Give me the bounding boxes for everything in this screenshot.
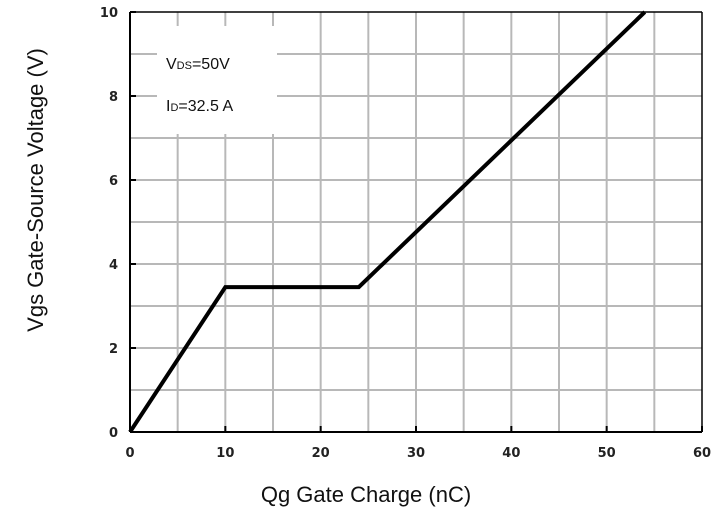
- y-tick-label: 8: [109, 90, 118, 105]
- y-tick-label: 6: [109, 174, 118, 189]
- y-tick-label: 4: [109, 258, 118, 273]
- x-tick-label: 60: [693, 446, 711, 461]
- y-tick-label: 0: [109, 426, 118, 441]
- x-tick-label: 40: [502, 446, 520, 461]
- grid-layer: [130, 12, 702, 432]
- x-tick-label: 0: [125, 446, 134, 461]
- y-tick-label: 10: [100, 6, 118, 21]
- annotation-vds: VDS=50V: [166, 56, 230, 73]
- series-layer: [128, 10, 647, 434]
- y-tick-label: 2: [109, 342, 118, 357]
- series-line: [128, 10, 647, 434]
- annotation-box: [157, 26, 277, 134]
- x-tick-label: 10: [216, 446, 234, 461]
- x-tick-label: 50: [598, 446, 616, 461]
- x-tick-label: 20: [312, 446, 330, 461]
- y-axis-title: Vgs Gate-Source Voltage (V): [23, 48, 48, 332]
- x-axis-title: Qg Gate Charge (nC): [261, 482, 471, 507]
- tick-label-layer: 0 10 20 30 40 50 60 0 2 4 6 8 10: [100, 6, 711, 461]
- x-tick-label: 30: [407, 446, 425, 461]
- annotation-id: ID=32.5 A: [166, 98, 233, 115]
- axis-layer: [129, 11, 703, 433]
